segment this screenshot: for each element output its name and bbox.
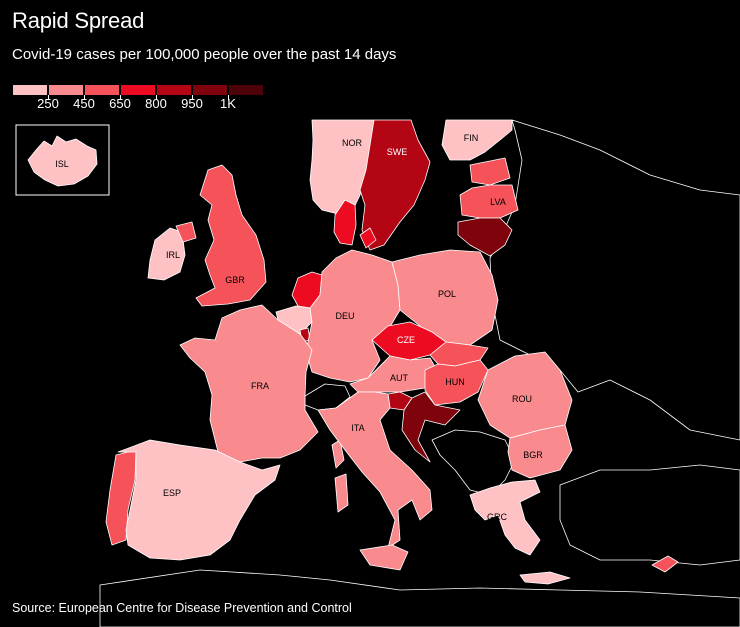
label-pol: POL	[438, 289, 456, 299]
country-irl	[147, 227, 186, 281]
legend-swatch	[192, 84, 228, 96]
country-ltu	[457, 217, 513, 257]
country-hun	[424, 359, 489, 406]
region-turkey	[559, 464, 740, 566]
label-gbr: GBR	[225, 275, 245, 285]
country-hrv	[401, 391, 461, 463]
island-sicily	[359, 544, 409, 571]
legend-swatch	[84, 84, 120, 96]
island-corsica	[331, 439, 345, 469]
region-northern-ireland	[175, 221, 197, 243]
label-ita: ITA	[351, 423, 364, 433]
iceland-inset-frame	[15, 124, 110, 196]
label-isl: ISL	[55, 159, 69, 169]
legend-label: 1K	[220, 96, 236, 111]
label-fra: FRA	[251, 381, 269, 391]
label-aut: AUT	[390, 373, 409, 383]
legend-swatch	[156, 84, 192, 96]
region-north-africa	[99, 569, 740, 627]
chart-title: Rapid Spread	[12, 8, 145, 33]
label-irl: IRL	[166, 250, 180, 260]
chart-subtitle: Covid-19 cases per 100,000 people over t…	[12, 46, 397, 63]
country-est	[469, 157, 511, 186]
label-swe: SWE	[387, 147, 408, 157]
island-crete	[519, 571, 571, 585]
label-lva: LVA	[490, 197, 506, 207]
country-grc	[469, 479, 541, 556]
country-dnk-islands	[359, 227, 377, 249]
country-deu	[305, 249, 401, 383]
legend-label: 800	[145, 96, 167, 111]
legend-swatch	[228, 84, 264, 96]
country-lva	[459, 184, 519, 219]
legend-swatch	[48, 84, 84, 96]
label-fin: FIN	[464, 133, 479, 143]
label-grc: GRC	[487, 512, 508, 522]
label-nor: NOR	[342, 138, 363, 148]
label-esp: ESP	[163, 488, 181, 498]
island-sardinia	[334, 473, 349, 513]
label-rou: ROU	[512, 394, 532, 404]
legend-label: 250	[37, 96, 59, 111]
legend-label: 650	[109, 96, 131, 111]
legend-swatch	[120, 84, 156, 96]
country-cyp	[651, 555, 679, 573]
country-isl	[27, 135, 98, 187]
legend-label: 950	[181, 96, 203, 111]
country-gbr	[195, 164, 267, 307]
label-hun: HUN	[445, 377, 465, 387]
legend-label: 450	[73, 96, 95, 111]
country-fin	[441, 119, 513, 161]
country-ita	[317, 391, 433, 549]
country-esp	[117, 439, 281, 561]
legend-swatch	[12, 84, 48, 96]
country-pol	[391, 249, 499, 346]
country-bgr	[507, 424, 573, 479]
region-russia-belarus-ukraine	[489, 119, 740, 441]
region-balkans	[431, 429, 516, 496]
country-fra	[179, 304, 319, 463]
label-bgr: BGR	[523, 450, 543, 460]
source-note: Source: European Centre for Disease Prev…	[12, 601, 352, 615]
country-dnk	[333, 199, 357, 246]
label-deu: DEU	[335, 311, 354, 321]
label-cze: CZE	[397, 335, 415, 345]
country-swe	[359, 119, 431, 251]
